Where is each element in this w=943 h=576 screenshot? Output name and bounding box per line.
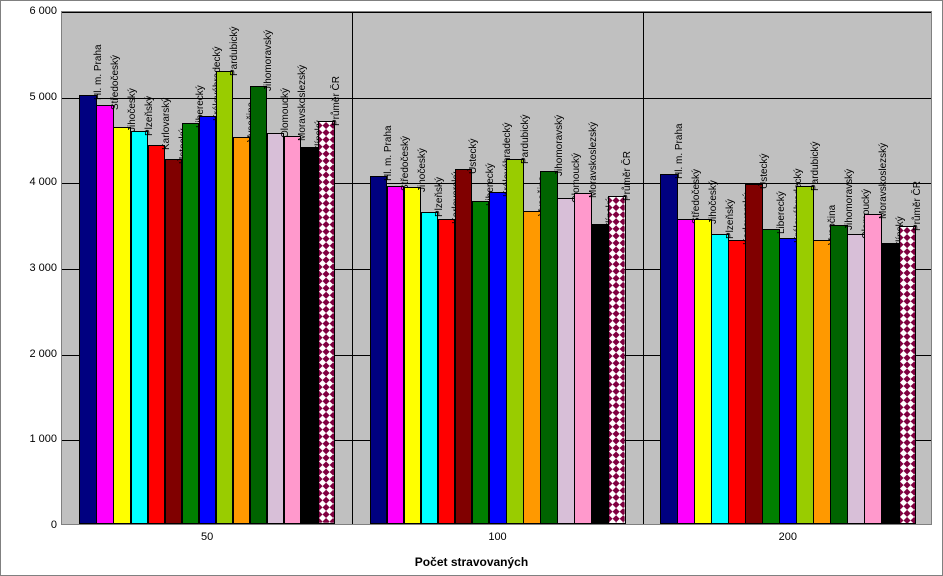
bar-series-label: Průměr ČR	[912, 181, 943, 231]
bar: Jihočeský	[694, 219, 712, 524]
bar: Karlovarský	[438, 219, 456, 524]
x-tick-label: 100	[488, 531, 506, 543]
y-tick-label: 2 000	[29, 348, 57, 360]
y-tick-label: 0	[51, 519, 57, 531]
bar: Středočeský	[387, 186, 405, 524]
x-axis-title: Počet stravovaných	[415, 555, 528, 569]
bar: Liberecký	[762, 229, 780, 524]
bar: Zlínský	[301, 147, 319, 524]
bar: Pardubický	[796, 186, 814, 524]
bar: Královéhradecký	[489, 192, 507, 524]
bar: Jihočeský	[113, 127, 131, 524]
bar: Karlovarský	[728, 240, 746, 524]
chart-container: Mzdové výdaje (v Kč/stravovaného) 01 000…	[0, 0, 943, 576]
bar: Hl. m. Praha	[79, 95, 97, 524]
bar: Moravskoslezský	[284, 136, 302, 524]
y-axis: 01 0002 0003 0004 0005 0006 000	[1, 11, 61, 525]
bar: Středočeský	[677, 219, 695, 524]
bar: Jihomoravský	[540, 171, 558, 524]
y-tick-label: 4 000	[29, 176, 57, 188]
bar: Průměr ČR	[318, 121, 336, 524]
bar: Královéhradecký	[199, 116, 217, 524]
bar: Olomoucký	[267, 133, 285, 524]
y-tick-label: 1 000	[29, 433, 57, 445]
bar: Královéhradecký	[779, 238, 797, 524]
bar: Jihomoravský	[250, 86, 268, 524]
bar: Liberecký	[472, 201, 490, 524]
bar: Vysočina	[813, 240, 831, 524]
bar: Moravskoslezský	[864, 214, 882, 524]
bar: Pardubický	[216, 71, 234, 524]
bar: Jihočeský	[404, 187, 422, 524]
bar: Ústecký	[745, 184, 763, 524]
bar: Zlínský	[591, 224, 609, 524]
bar: Plzeňský	[711, 234, 729, 524]
bar: Karlovarský	[148, 145, 166, 525]
y-tick-label: 5 000	[29, 91, 57, 103]
bar: Moravskoslezský	[574, 193, 592, 524]
x-tick-label: 50	[201, 531, 213, 543]
bar: Hl. m. Praha	[370, 176, 388, 524]
bar: Vysočina	[523, 211, 541, 524]
x-tick-label: 200	[779, 531, 797, 543]
gridline	[62, 12, 931, 13]
bar: Pardubický	[506, 159, 524, 524]
bar: Plzeňský	[131, 131, 149, 524]
bar: Ústecký	[455, 169, 473, 524]
bar: Zlínský	[882, 243, 900, 524]
bar: Průměr ČR	[608, 196, 626, 524]
bar: Olomoucký	[557, 198, 575, 524]
bar: Ústecký	[165, 159, 183, 524]
bar: Jihomoravský	[830, 225, 848, 524]
bar: Středočeský	[96, 105, 114, 524]
bar: Olomoucký	[847, 234, 865, 524]
y-tick-label: 6 000	[29, 5, 57, 17]
bar: Liberecký	[182, 123, 200, 524]
plot-area: Hl. m. PrahaStředočeskýJihočeskýPlzeňský…	[61, 11, 932, 525]
bar: Průměr ČR	[899, 226, 917, 524]
y-tick-label: 3 000	[29, 262, 57, 274]
bar: Vysočina	[233, 137, 251, 524]
bar: Plzeňský	[421, 212, 439, 524]
bar: Hl. m. Praha	[660, 174, 678, 524]
